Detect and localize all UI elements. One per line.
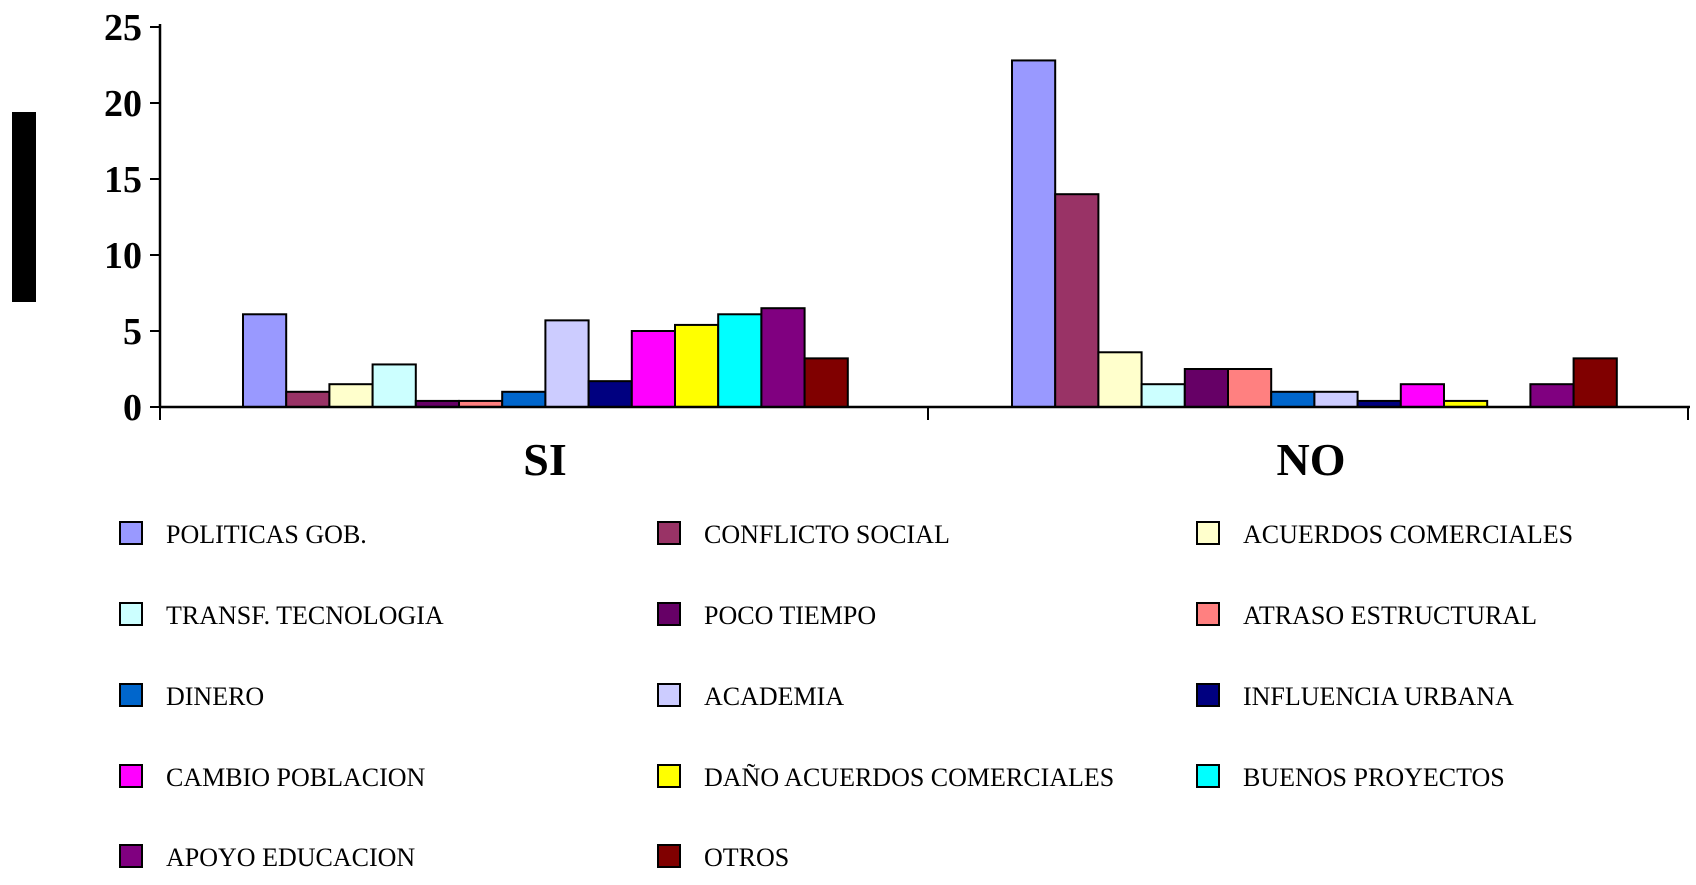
legend-swatch [657,764,681,788]
legend-swatch [1196,521,1220,545]
legend-label: DINERO [166,682,264,711]
legend-label: INFLUENCIA URBANA [1243,682,1514,711]
bar [328,383,374,409]
legend-swatch [119,602,143,626]
y-axis-ticks: 0 5 10 15 20 25 [104,7,160,429]
bar [1227,368,1273,408]
legend-swatch [657,683,681,707]
bar [501,390,547,408]
bar [371,363,417,409]
bar [674,323,720,409]
bar [544,319,590,408]
bar [760,307,806,409]
x-category-label: NO [1277,434,1346,485]
legend-swatch [119,844,143,868]
legend-label: ATRASO ESTRUCTURAL [1243,601,1537,630]
legend-label: APOYO EDUCACION [166,843,415,872]
legend-label: POLITICAS GOB. [166,520,367,549]
bar [1183,368,1230,408]
bar [1313,390,1359,408]
black-side-bar [12,112,36,302]
legend-label: OTROS [704,843,789,872]
legend-swatch [657,521,681,545]
bar [803,357,849,408]
bar [1572,357,1618,408]
legend-swatch [657,844,681,868]
legend-swatch [1196,764,1220,788]
y-tick-label: 15 [104,159,142,201]
legend-label: CONFLICTO SOCIAL [704,520,950,549]
bar [1097,351,1143,408]
legend-swatch [1196,602,1220,626]
legend-label: DAÑO ACUERDOS COMERCIALES [704,763,1114,792]
legend-swatch [119,764,143,788]
y-tick-label: 20 [104,83,142,125]
legend-label: ACADEMIA [704,682,844,711]
legend: POLITICAS GOB. CONFLICTO SOCIAL ACUERDOS C… [119,520,1573,872]
y-tick-label: 25 [104,7,142,49]
bar [285,390,331,408]
legend-swatch [119,521,143,545]
bars [242,59,1618,409]
x-axis-labels: SI NO [523,434,1345,485]
x-category-label: SI [523,434,566,485]
legend-label: ACUERDOS COMERCIALES [1243,520,1573,549]
legend-label: CAMBIO POBLACION [166,763,426,792]
y-tick-label: 0 [123,387,142,429]
legend-label: TRANSF. TECNOLOGIA [166,601,444,630]
axes [158,24,1690,420]
bar [1529,383,1575,409]
legend-swatch [119,683,143,707]
bar [630,330,676,408]
bar [1054,193,1100,408]
bar [1011,59,1057,408]
bar [1270,390,1316,408]
y-tick-label: 5 [123,311,142,353]
legend-swatch [1196,683,1220,707]
legend-label: POCO TIEMPO [704,601,876,630]
bar [717,313,763,408]
legend-label: BUENOS PROYECTOS [1243,763,1505,792]
y-tick-label: 10 [104,235,142,277]
bar [587,380,633,409]
bar [1399,383,1446,409]
bar [242,313,288,408]
bar [1140,383,1186,409]
legend-swatch [657,602,681,626]
